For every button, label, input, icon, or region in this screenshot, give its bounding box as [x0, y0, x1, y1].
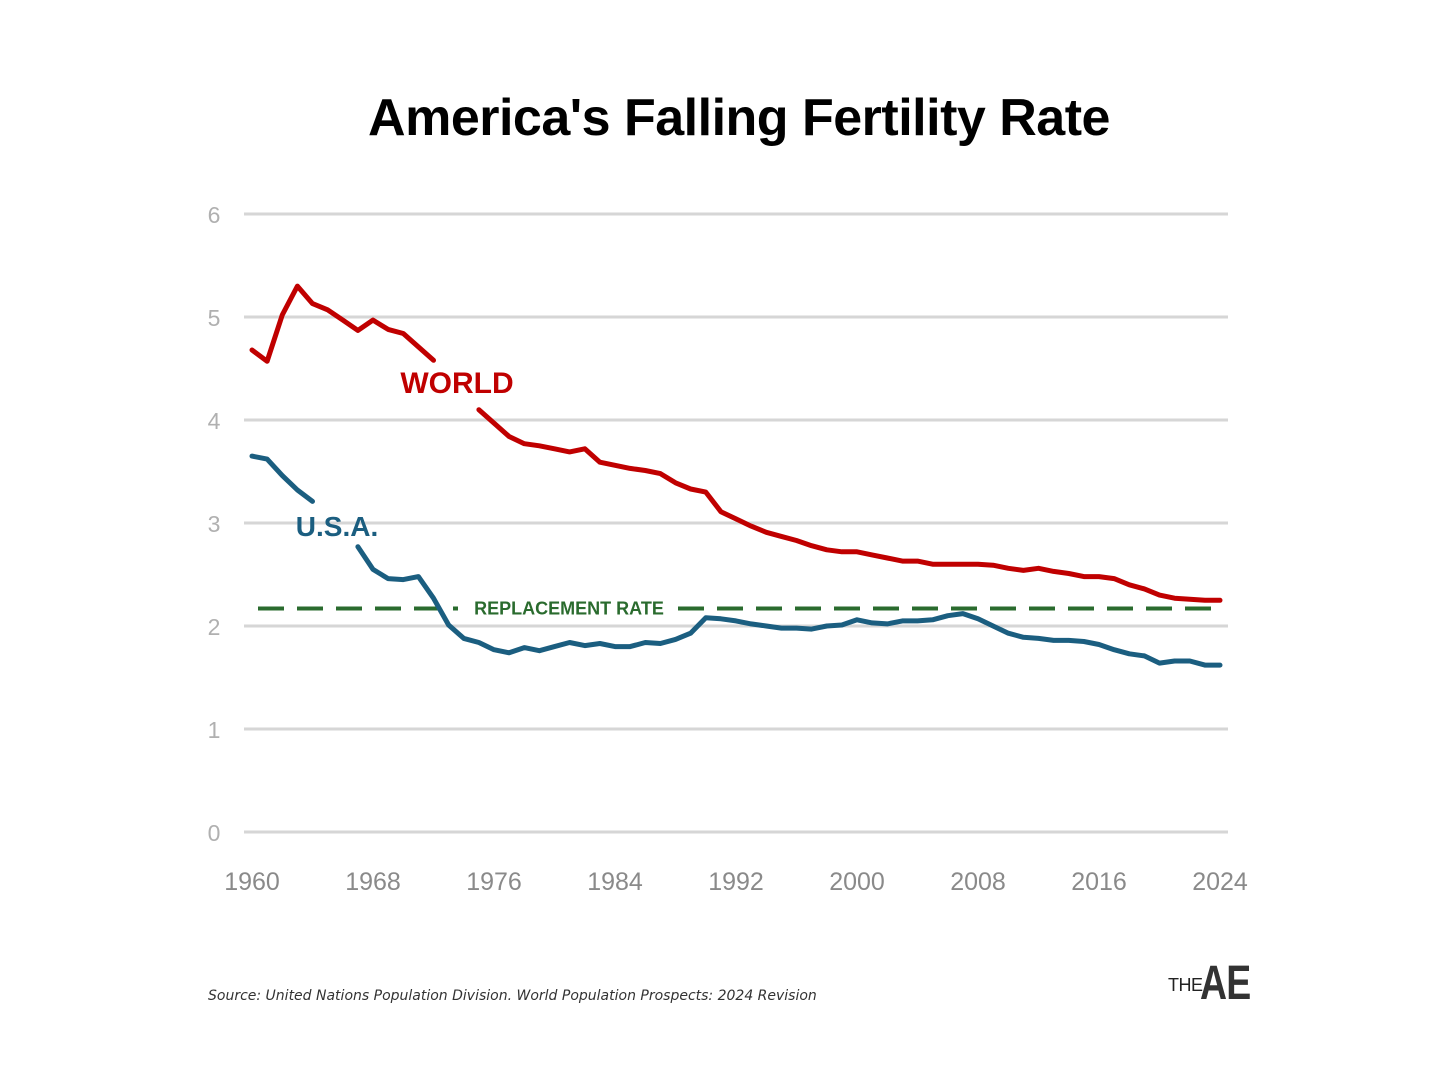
- series-line-world: [249, 283, 1223, 603]
- x-tick-label: 2000: [829, 868, 885, 896]
- publisher-logo: THE AE: [1168, 957, 1258, 1010]
- y-tick-label: 0: [208, 820, 221, 846]
- replacement-rate-label: REPLACEMENT RATE: [474, 598, 664, 618]
- y-tick-label: 3: [208, 511, 221, 537]
- x-tick-label: 2024: [1192, 868, 1248, 896]
- x-tick-label: 1984: [587, 868, 643, 896]
- source-note: Source: United Nations Population Divisi…: [208, 988, 817, 1004]
- x-axis-ticks: 1960 1968 1976 1984 1992 2000 2008 2016 2024: [224, 868, 1248, 896]
- x-tick-label: 2016: [1071, 868, 1127, 896]
- x-tick-label: 1992: [708, 868, 764, 896]
- logo-the-text: THE: [1168, 975, 1203, 995]
- series-label-usa: U.S.A.: [296, 511, 378, 542]
- y-axis-ticks: 0 1 2 3 4 5 6: [208, 202, 221, 846]
- replacement-rate-reference: REPLACEMENT RATE: [258, 598, 1222, 618]
- y-tick-label: 5: [208, 305, 221, 331]
- y-tick-label: 1: [208, 717, 221, 743]
- series-label-world: WORLD: [400, 367, 513, 400]
- logo-ae-text: AE: [1200, 957, 1251, 1010]
- x-tick-label: 1968: [345, 868, 401, 896]
- x-tick-label: 1960: [224, 868, 280, 896]
- grid-lines: [244, 212, 1228, 834]
- y-tick-label: 2: [208, 614, 221, 640]
- chart-title: America's Falling Fertility Rate: [368, 89, 1110, 147]
- series-line-usa: [249, 453, 1223, 668]
- x-tick-label: 1976: [466, 868, 522, 896]
- y-tick-label: 4: [208, 408, 221, 434]
- x-tick-label: 2008: [950, 868, 1006, 896]
- y-tick-label: 6: [208, 202, 221, 228]
- series-lines: [249, 283, 1223, 668]
